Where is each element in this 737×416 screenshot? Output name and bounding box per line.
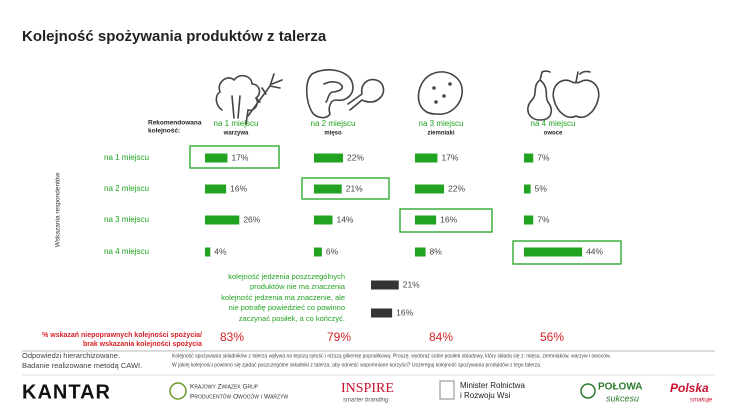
fruit-icon (527, 70, 600, 121)
bar (314, 153, 344, 163)
potato-icon (417, 71, 463, 115)
logo-text: Krajowy Związek Grup (190, 384, 259, 391)
value-label: 7% (537, 152, 550, 162)
no-order-label: kolejność jedzenia ma znaczenie, ale (221, 293, 345, 302)
slide-title: Kolejność spożywania produktów z talerza (22, 28, 327, 45)
column-item: owoce (544, 131, 563, 137)
bar (205, 153, 228, 163)
value-label: 14% (336, 214, 353, 224)
column-item: ziemniaki (427, 131, 454, 137)
column-item: mięso (324, 131, 342, 137)
recommended-label: kolejność: (148, 128, 180, 135)
bar (524, 153, 534, 163)
value-label: 7% (537, 214, 550, 224)
logo-text: sukcesu (606, 393, 639, 403)
value-label: 22% (448, 183, 465, 193)
logo-text: KANTAR (22, 381, 111, 403)
bar (205, 184, 227, 194)
bar (524, 184, 531, 194)
recommended-highlight (512, 240, 622, 265)
value-label: 21% (346, 183, 363, 193)
column-item: warzywa (223, 131, 249, 137)
value-label: 5% (535, 183, 548, 193)
footer-description: W jakiej kolejności powinno się zjadać p… (172, 362, 541, 368)
bar (524, 247, 583, 257)
value-label: 44% (586, 246, 603, 256)
recommended-highlight (399, 208, 493, 233)
vegetables-icon (215, 73, 283, 125)
column-rank: na 1 miejscu (214, 119, 259, 128)
row-label: na 3 miejscu (104, 215, 149, 224)
incorrect-value: 79% (327, 330, 351, 344)
logo-text: smarter branding (343, 398, 389, 404)
value-label: 17% (441, 152, 458, 162)
logo-text: Producentów Owoców i Warzyw (190, 394, 288, 401)
incorrect-value: 84% (429, 330, 453, 344)
value-label: 26% (243, 214, 260, 224)
incorrect-value: 83% (220, 330, 244, 344)
no-order-label: produktów nie ma znaczenia (250, 282, 346, 291)
footer-description: Kolejność spożywania składników z talerz… (172, 353, 611, 359)
value-label: 22% (347, 152, 364, 162)
bar (314, 184, 342, 194)
value-label: 6% (326, 246, 339, 256)
kzgp-emblem (169, 382, 187, 400)
logo-text: i Rozwoju Wsi (460, 391, 510, 400)
bar (415, 247, 426, 257)
bar (314, 215, 333, 225)
no-order-label: zaczynać posiłek, a co kończyć. (239, 314, 345, 323)
footer-note: Badanie realizowane metodą CAWI. (22, 361, 142, 370)
column-rank: na 3 miejscu (419, 119, 464, 128)
side-label: Wskazania respondentów (55, 172, 62, 247)
no-order-label: kolejność jedzenia poszczególnych (228, 272, 345, 281)
value-label: 16% (396, 307, 413, 317)
value-label: 8% (430, 246, 443, 256)
row-label: na 4 miejscu (104, 247, 149, 256)
incorrect-value: 56% (540, 330, 564, 344)
bar (371, 280, 399, 290)
bar (314, 247, 322, 257)
bar (205, 215, 240, 225)
bar (524, 215, 534, 225)
no-order-label: nie potrafię powiedzieć co powinno (229, 303, 345, 312)
logo-text: POŁOWA (598, 382, 642, 393)
logo-text: smakuje (690, 398, 713, 404)
bar (371, 308, 393, 318)
logo-text: Polska (670, 381, 709, 395)
ministry-emblem (439, 380, 455, 400)
footer-note: Odpowiedzi hierarchizowane. (22, 351, 120, 360)
incorrect-label: % wskazań niepoprawnych kolejności spoży… (42, 332, 202, 339)
value-label: 16% (230, 183, 247, 193)
value-label: 21% (403, 279, 420, 289)
column-rank: na 4 miejscu (531, 119, 576, 128)
recommended-highlight (189, 145, 280, 169)
incorrect-label: brak wskazania kolejności spożycia (83, 341, 202, 348)
recommended-label: Rekomendowana (148, 120, 202, 127)
bar (415, 184, 445, 194)
row-label: na 1 miejscu (104, 153, 149, 162)
bar (205, 247, 211, 257)
logo-text: INSPIRE (341, 381, 394, 396)
value-label: 17% (231, 152, 248, 162)
column-rank: na 2 miejscu (311, 119, 356, 128)
value-label: 16% (440, 214, 457, 224)
bar (415, 215, 437, 225)
bar (415, 153, 438, 163)
recommended-highlight (301, 177, 390, 200)
logo-text: Minister Rolnictwa (460, 381, 525, 390)
meat-icon (305, 69, 385, 119)
row-label: na 2 miejscu (104, 184, 149, 193)
polowa-emblem (580, 383, 596, 399)
value-label: 4% (214, 246, 227, 256)
